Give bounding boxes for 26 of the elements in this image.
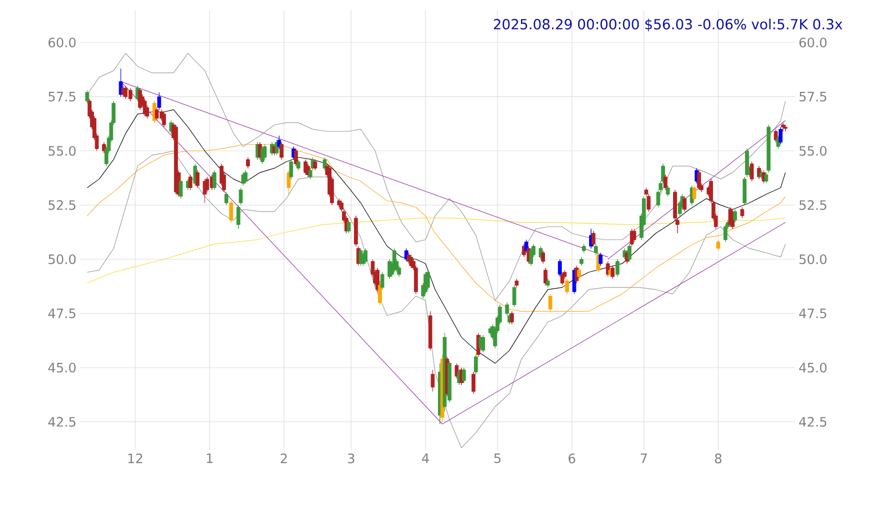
x-tick-label: 1 bbox=[206, 454, 212, 463]
y2-tick-label: 60.0 bbox=[799, 38, 827, 48]
y-tick-label: 50.0 bbox=[48, 254, 76, 264]
x-tick-label: 5 bbox=[494, 454, 500, 464]
x-tick-label: 4 bbox=[422, 454, 429, 463]
y-tick-label: 47.5 bbox=[48, 308, 76, 318]
text: 2025.08.29 00:00:00 $56.03 -0.06% vol:5.7K 0.3x bbox=[494, 18, 842, 32]
x-tick-label: 8 bbox=[714, 454, 722, 464]
x-tick-label: 12 bbox=[128, 454, 142, 464]
x-tick-label: 3 bbox=[348, 454, 354, 464]
x-tick-label: 7 bbox=[640, 454, 647, 463]
y2-tick-label: 42.5 bbox=[799, 416, 826, 427]
y-tick-label: 42.5 bbox=[48, 416, 76, 427]
y2-tick-label: 50.0 bbox=[800, 254, 827, 264]
y-tick-label: 45.0 bbox=[48, 362, 76, 373]
y2-tick-label: 55.0 bbox=[800, 146, 827, 156]
y2-tick-label: 47.5 bbox=[799, 308, 826, 318]
y-tick-label: 52.5 bbox=[48, 200, 76, 210]
y2-tick-label: 52.5 bbox=[800, 200, 826, 210]
y2-tick-label: 57.5 bbox=[800, 92, 826, 102]
y-tick-label: 57.5 bbox=[48, 92, 76, 102]
y2-tick-label: 45.0 bbox=[799, 362, 827, 373]
y-tick-label: 60.0 bbox=[48, 38, 76, 48]
x-tick-label: 6 bbox=[568, 454, 576, 464]
x-tick-label: 2 bbox=[280, 454, 287, 464]
y-tick-label: 55.0 bbox=[48, 146, 76, 156]
